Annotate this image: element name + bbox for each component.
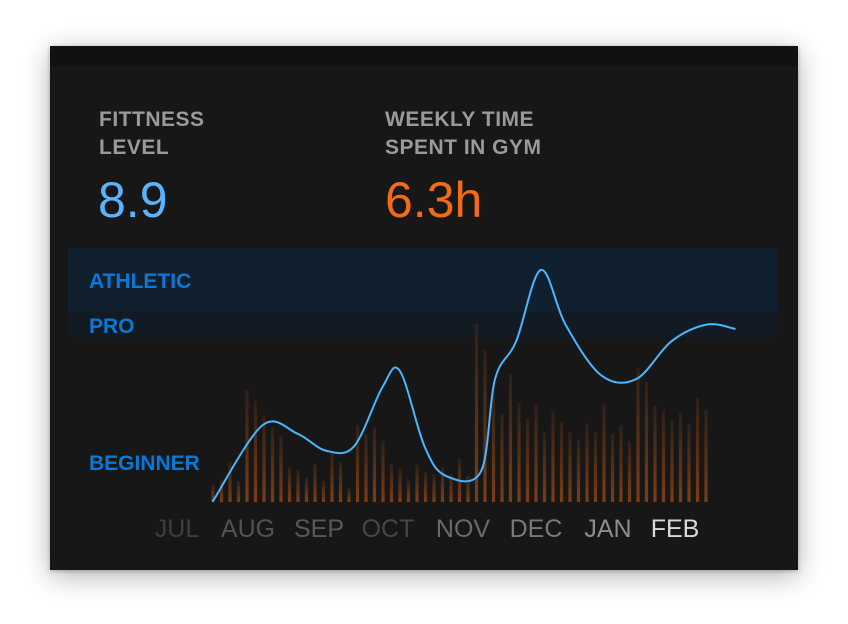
fitness-chart: ATHLETIC PRO BEGINNER JUL AUG SEP OCT NOV DEC JA… xyxy=(68,248,778,543)
fitness-level-line xyxy=(212,269,736,502)
gym-bar xyxy=(644,381,649,502)
gym-bar xyxy=(627,440,632,502)
gym-bar xyxy=(287,467,292,502)
gym-time-label-line-1: WEEKLY TIME xyxy=(385,108,535,131)
gym-bar xyxy=(338,461,343,502)
gym-time-label-line-2: SPENT IN GYM xyxy=(385,136,542,159)
gym-bar xyxy=(432,474,436,502)
gym-bar xyxy=(517,402,521,502)
gym-bar xyxy=(695,397,700,502)
gym-bar xyxy=(704,409,708,502)
gym-bar xyxy=(389,463,394,502)
gym-bar xyxy=(466,475,470,502)
band-label-pro: PRO xyxy=(89,315,135,338)
month-label-sep: SEP xyxy=(294,515,344,543)
month-label-aug: AUG xyxy=(221,515,275,543)
fitness-level-label-line-2: LEVEL xyxy=(99,136,170,159)
month-label-feb: FEB xyxy=(651,515,700,543)
gym-bar xyxy=(364,433,368,502)
gym-bar xyxy=(508,374,513,502)
gym-bar xyxy=(534,404,538,502)
gym-bar xyxy=(474,324,479,502)
gym-bar xyxy=(406,479,411,502)
gym-bar xyxy=(228,461,232,502)
gym-bar xyxy=(500,413,504,502)
gym-bar xyxy=(542,432,547,502)
month-label-oct: OCT xyxy=(362,515,415,543)
gym-bar xyxy=(440,467,445,502)
gym-bar xyxy=(270,426,275,502)
gym-bar xyxy=(279,435,283,502)
gym-bar xyxy=(661,409,666,502)
gym-bar xyxy=(576,439,581,502)
gym-time-value: 6.3h xyxy=(385,172,483,228)
gym-bar xyxy=(483,350,487,502)
band-athletic xyxy=(68,248,778,312)
gym-bar xyxy=(262,414,266,502)
gym-bar xyxy=(491,390,496,502)
gym-bar xyxy=(559,421,564,502)
gym-bar xyxy=(253,400,258,502)
month-label-nov: NOV xyxy=(436,515,491,543)
gym-time-label: WEEKLY TIME SPENT IN GYM xyxy=(385,106,542,162)
gym-bar xyxy=(313,463,317,502)
gym-time-bars xyxy=(211,324,708,502)
level-bands xyxy=(68,248,778,338)
month-label-jul: JUL xyxy=(155,515,200,543)
fitness-level-value: 8.9 xyxy=(98,172,168,228)
gym-bar xyxy=(551,411,555,502)
gym-bar xyxy=(423,472,428,502)
gym-bar xyxy=(449,474,453,502)
gym-bar xyxy=(304,477,309,502)
gym-bar xyxy=(610,433,615,502)
band-label-athletic: ATHLETIC xyxy=(89,270,191,293)
gym-bar xyxy=(415,463,419,502)
gym-bar xyxy=(372,426,377,502)
gym-bar xyxy=(568,432,572,502)
band-label-beginner: BEGINNER xyxy=(89,452,200,475)
gym-bar xyxy=(525,418,530,502)
fitness-level-label-line-1: FITTNESS xyxy=(99,108,205,131)
gym-bar xyxy=(636,367,640,502)
band-pro xyxy=(68,312,778,338)
gym-bar xyxy=(670,419,674,502)
gym-bar xyxy=(678,413,683,502)
gym-bar xyxy=(585,423,589,502)
gym-bar xyxy=(398,468,402,502)
level-band-labels: ATHLETIC PRO BEGINNER xyxy=(89,270,200,475)
gym-bar xyxy=(330,451,334,502)
gym-bar xyxy=(619,425,623,502)
month-label-jan: JAN xyxy=(584,515,631,543)
gym-bar xyxy=(219,479,224,502)
gym-bar xyxy=(593,432,598,502)
fitness-level-label: FITTNESS LEVEL xyxy=(99,106,205,162)
gym-bar xyxy=(381,440,385,502)
month-label-dec: DEC xyxy=(510,515,563,543)
gym-bar xyxy=(653,406,657,502)
fitness-card: FITTNESS LEVEL 8.9 WEEKLY TIME SPENT IN … xyxy=(50,46,798,570)
gym-bar xyxy=(347,488,351,502)
fitness-line-layer xyxy=(212,269,736,502)
gym-bar xyxy=(211,484,215,502)
gym-bar xyxy=(236,481,241,502)
gym-bar xyxy=(321,481,326,502)
gym-bar xyxy=(296,470,300,502)
gym-bar xyxy=(687,423,691,502)
card-top-bar xyxy=(50,46,798,66)
gym-bar xyxy=(355,425,360,502)
month-axis: JUL AUG SEP OCT NOV DEC JAN FEB xyxy=(155,515,700,543)
gym-bar xyxy=(602,404,606,502)
